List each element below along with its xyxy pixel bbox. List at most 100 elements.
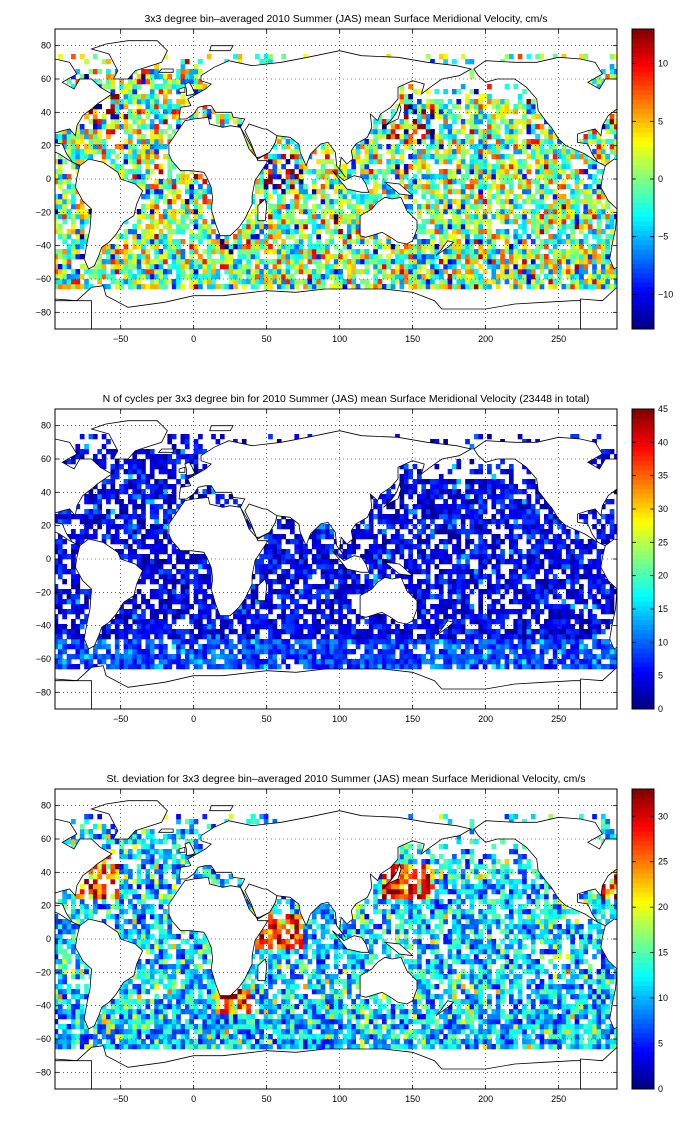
data-cell [281,624,286,630]
data-cell [189,254,194,260]
data-cell [294,224,300,230]
data-cell [386,259,392,265]
data-cell [176,69,181,75]
data-cell [600,264,606,270]
data-cell [412,149,418,155]
data-cell [294,259,300,265]
data-cell [565,224,571,230]
data-cell [504,659,510,665]
data-cell [504,54,510,60]
data-cell [119,169,124,175]
data-cell [447,184,453,190]
data-cell [141,154,146,160]
data-cell [587,219,593,225]
data-cell [460,199,466,205]
data-cell [92,654,98,660]
data-cell [171,639,177,645]
data-cell [97,134,103,140]
data-cell [189,264,194,270]
data-cell [79,219,85,225]
data-cell [390,189,396,195]
data-cell [180,584,186,590]
data-cell [443,629,448,635]
data-cell [303,184,308,190]
data-cell [206,229,212,235]
data-cell [290,234,295,240]
data-cell [167,249,173,255]
data-cell [154,249,159,255]
data-cell [268,589,273,595]
data-cell [452,269,457,275]
data-cell [123,624,129,630]
data-cell [62,599,67,605]
data-cell [587,649,593,655]
data-cell [434,614,440,620]
data-cell [329,614,335,620]
data-cell [294,284,300,290]
data-cell [517,264,523,270]
data-cell [530,224,536,230]
data-cell [320,174,326,180]
data-cell [592,279,597,285]
data-cell [386,239,392,245]
data-cell [574,239,580,245]
data-cell [360,589,365,595]
data-cell [539,214,545,220]
data-cell [325,624,330,630]
data-cell [513,129,519,135]
data-cell [600,594,606,600]
data-cell [522,259,527,265]
colorbar-segment [632,38,654,44]
data-cell [430,664,435,670]
data-cell [452,129,457,135]
data-cell [513,144,519,150]
data-cell [237,229,243,235]
data-cell [149,614,155,620]
data-cell [399,259,405,265]
data-cell [552,154,558,160]
data-cell [465,149,470,155]
data-cell [141,184,146,190]
data-cell [333,169,339,175]
data-cell [605,664,610,670]
data-cell [548,609,554,615]
data-cell [141,214,146,220]
data-cell [434,249,440,255]
colorbar-segment [632,155,654,161]
data-cell [421,589,427,595]
data-cell [473,284,479,290]
data-cell [487,119,492,125]
data-cell [417,229,422,235]
data-cell [548,234,554,240]
data-cell [583,134,589,140]
data-cell [167,624,173,630]
data-cell [325,184,330,190]
data-cell [596,239,602,245]
data-cell [443,284,448,290]
data-cell [329,629,335,635]
data-cell [495,99,501,105]
data-cell [478,604,483,610]
data-cell [66,594,72,600]
data-cell [403,269,409,275]
data-cell [430,194,435,200]
data-cell [272,269,278,275]
data-cell [246,254,251,260]
data-cell [241,224,247,230]
data-cell [443,134,448,140]
data-cell [158,139,164,145]
data-cell [145,99,151,105]
data-cell [206,624,212,630]
data-cell [202,644,208,650]
data-cell [303,234,308,240]
data-cell [62,204,67,210]
data-cell [62,234,67,240]
data-cell [246,279,251,285]
data-cell [311,619,317,625]
data-cell [303,254,308,260]
data-cell [342,659,348,665]
data-cell [294,614,300,620]
data-cell [574,244,580,250]
data-cell [491,584,497,590]
data-cell [180,284,186,290]
